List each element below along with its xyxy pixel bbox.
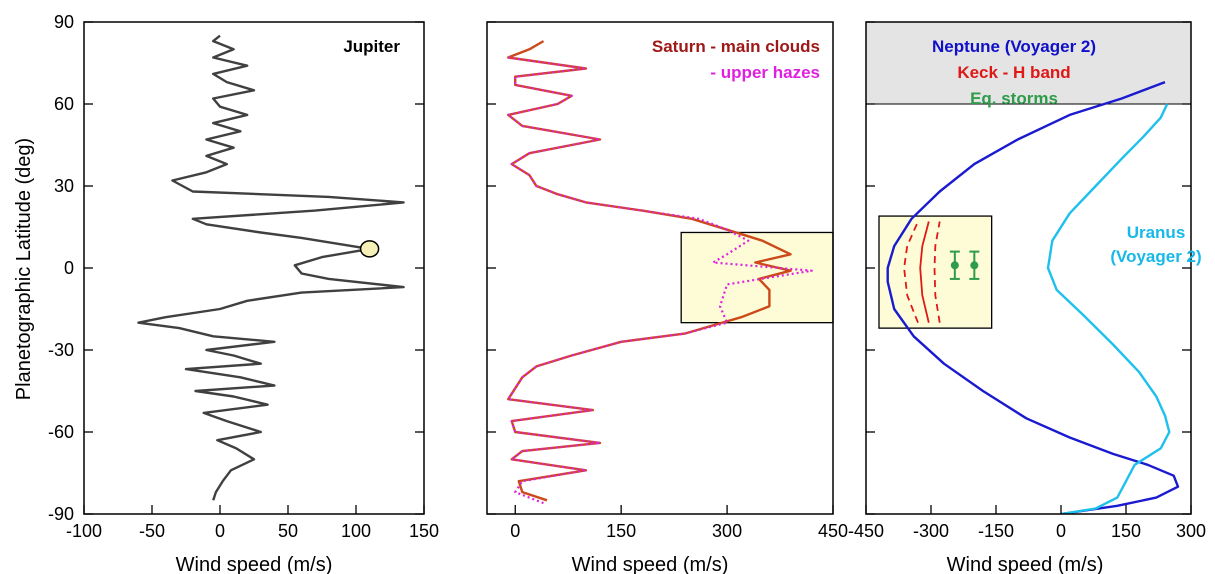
x-tick-label: 0 [510, 521, 520, 541]
x-tick-label: 50 [278, 521, 298, 541]
saturn-panel: 0 150 300 450 Saturn - main clouds - upper ha… [486, 21, 848, 541]
series-line-0 [886, 80, 1180, 514]
neptune-uranus-panel: -450 -300 -150 0 150 300 Neptune (Voyager 2) Ke… [848, 21, 1206, 541]
jupiter-panel: -100 -50 0 50 100 150 -90 -60 -30 0 30 60 90 Jupiter [48, 12, 439, 541]
y-tick-label: 30 [54, 176, 74, 196]
x-tick-label: 0 [215, 521, 225, 541]
y-tick-label: -90 [48, 504, 74, 524]
x-tick-label: 150 [409, 521, 439, 541]
annotation-text: Eq. storms [970, 89, 1058, 108]
annotation-text: Jupiter [343, 37, 400, 56]
x-tick-label: -150 [978, 521, 1014, 541]
series-group [137, 34, 405, 501]
annotation-text: Saturn - main clouds [652, 37, 820, 56]
series-group [507, 40, 813, 505]
x-axis-label-saturn: Wind speed (m/s) [572, 554, 729, 574]
series-group [886, 80, 1180, 514]
x-tick-label: 100 [341, 521, 371, 541]
storm-point-0 [950, 261, 959, 270]
x-tick-label: 150 [606, 521, 636, 541]
y-tick-label: -30 [48, 340, 74, 360]
equatorial-highlight-box [680, 231, 834, 324]
keck-curve-0 [919, 221, 930, 323]
x-tick-label: -450 [848, 521, 884, 541]
x-tick-label: 300 [712, 521, 742, 541]
y-tick-label: 0 [64, 258, 74, 278]
annotation-text: Keck - H band [957, 63, 1070, 82]
keck-curve-2 [933, 221, 941, 323]
series-line-1 [1046, 103, 1171, 514]
x-tick-label: 450 [818, 521, 848, 541]
x-tick-label: -300 [913, 521, 949, 541]
annotation-text: - upper hazes [710, 63, 820, 82]
y-tick-label: 90 [54, 12, 74, 32]
keck-curve-1 [903, 221, 919, 324]
x-tick-label: -50 [139, 521, 165, 541]
x-tick-label: -100 [66, 521, 102, 541]
x-tick-label: 150 [1111, 521, 1141, 541]
x-tick-label: 300 [1176, 521, 1206, 541]
x-axis-label-jupiter: Wind speed (m/s) [176, 554, 333, 574]
y-tick-label: -60 [48, 422, 74, 442]
x-tick-label: 0 [1056, 521, 1066, 541]
series-line-1 [507, 56, 813, 505]
y-axis-label: Planetographic Latitude (deg) [13, 138, 35, 400]
circle-marker [359, 240, 380, 258]
annotation-text: Neptune (Voyager 2) [932, 37, 1096, 56]
y-tick-label: 60 [54, 94, 74, 114]
high-latitude-band [866, 22, 1191, 104]
annotation-text: (Voyager 2) [1110, 247, 1201, 266]
storm-point-1 [970, 261, 979, 270]
series-line-0 [507, 40, 792, 502]
series-line-0 [137, 34, 405, 501]
plot-frame [83, 21, 425, 515]
annotation-text: Uranus [1127, 223, 1186, 242]
x-axis-label-neptune-uranus: Wind speed (m/s) [947, 554, 1104, 574]
